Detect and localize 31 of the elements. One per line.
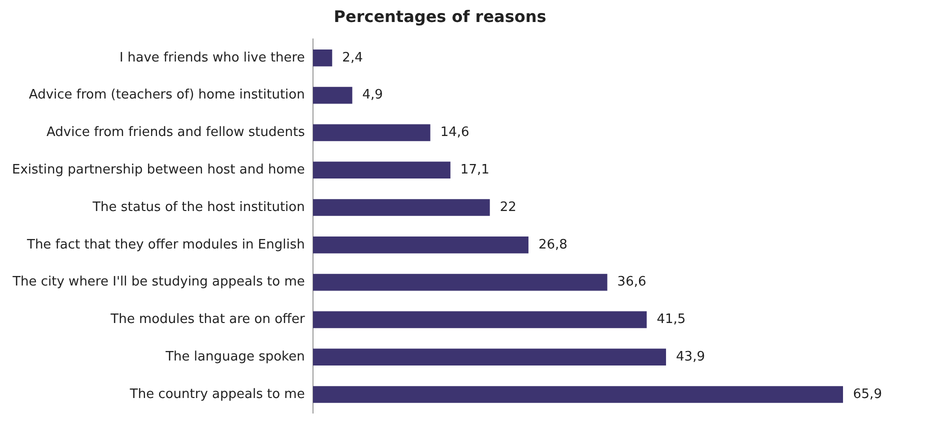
data-label: 43,9 [676,349,705,364]
y-tick-label: The city where I'll be studying appeals to me [12,274,305,290]
data-label: 14,6 [440,125,470,140]
bar [312,199,490,216]
y-tick-label: The language spoken [164,349,305,364]
y-tick-label: I have friends who live there [120,50,305,66]
y-tick-label: The country appeals to me [128,386,305,402]
bar [312,386,844,403]
y-tick-label: Advice from friends and fellow students [46,125,306,140]
data-label: 36,6 [617,274,646,290]
data-label: 41,5 [656,312,686,328]
bar [312,86,352,104]
data-label: 22 [500,200,516,215]
data-label: 2,4 [342,50,363,66]
y-tick-label: Advice from (teachers of) home institution [28,88,305,103]
bar [312,49,332,66]
bar [312,348,666,366]
bar [312,236,528,254]
data-label: 17,1 [460,162,490,178]
bar [312,162,450,179]
data-label: 65,9 [853,386,882,402]
data-label: 4,9 [362,88,383,103]
y-tick-label: The fact that they offer modules in English [26,237,305,252]
bar [312,274,608,291]
y-tick-label: The status of the host institution [92,200,305,215]
chart-title: Percentages of reasons [334,6,546,26]
bar [312,124,430,142]
data-label: 26,8 [538,237,568,252]
bar [312,311,647,328]
y-tick-label: Existing partnership between host and home [12,162,305,178]
y-tick-label: The modules that are on offer [110,312,306,328]
